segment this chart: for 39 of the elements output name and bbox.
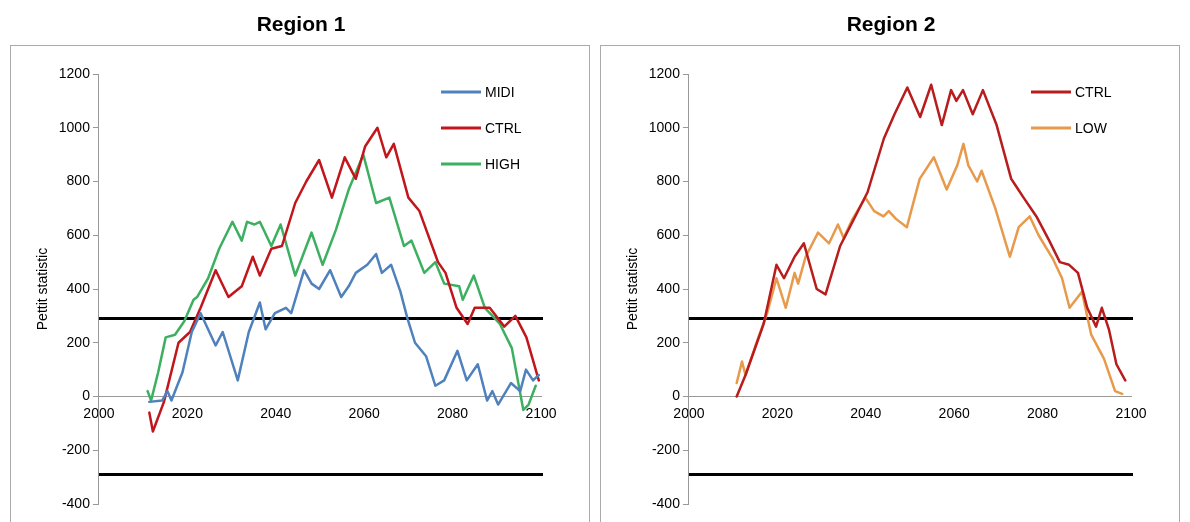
y-tick-label: 400 [66,279,91,296]
legend-label: CTRL [1075,83,1112,100]
y-tick-label: -400 [61,494,91,511]
x-tick-label: 2060 [348,404,380,421]
y-tick-label: 1200 [648,64,681,81]
x-tick-label: 2020 [171,404,204,421]
x-tick-label: 2040 [850,404,882,421]
y-tick-label: 200 [656,333,681,350]
legend-label: MIDI [485,83,515,100]
x-tick-label: 2080 [1027,404,1059,421]
y-tick-label: 0 [82,387,91,404]
y-tick-label: 800 [66,172,91,189]
x-tick-label: 2060 [938,404,970,421]
x-tick-label: 2020 [761,404,794,421]
y-tick-label: 600 [66,226,91,243]
x-tick-label: 2000 [83,404,115,421]
y-tick-label: 800 [656,172,681,189]
legend-label: HIGH [485,155,520,172]
y-tick-label: 1000 [648,118,681,135]
x-tick-label: 2100 [525,404,557,421]
y-tick-label: -200 [61,441,91,458]
chart-title: Region 1 [255,12,347,36]
legend-label: CTRL [485,119,522,136]
y-tick-label: 0 [672,387,681,404]
x-tick-label: 2000 [673,404,705,421]
x-tick-label: 2100 [1115,404,1147,421]
y-tick-label: 200 [66,333,91,350]
y-tick-label: -400 [651,494,681,511]
y-tick-label: 1000 [58,118,91,135]
chart-title: Region 2 [845,12,937,36]
y-axis-title: Pettit statistic [624,247,641,331]
x-tick-label: 2040 [260,404,292,421]
y-tick-label: -200 [651,441,681,458]
y-tick-label: 1200 [58,64,91,81]
legend-label: LOW [1075,119,1108,136]
y-tick-label: 400 [656,279,681,296]
y-tick-label: 600 [656,226,681,243]
x-tick-label: 2080 [437,404,469,421]
y-axis-title: Pettit statistic [34,247,51,331]
